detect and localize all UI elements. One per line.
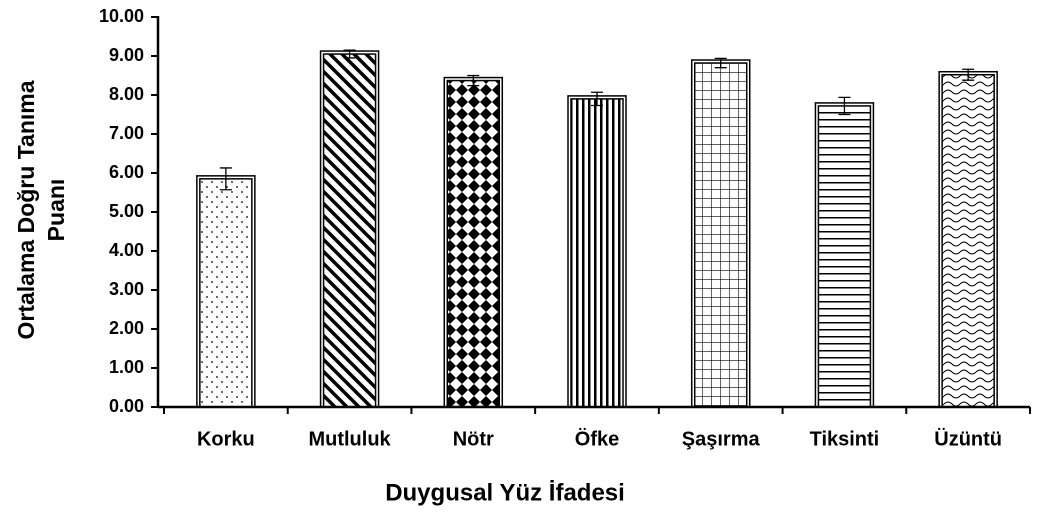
error-bar [219,167,232,191]
error-bar [467,74,480,87]
y-tick-label: 10.00 [99,6,144,26]
x-tick-label: Mutluluk [308,428,391,450]
y-tick-label: 5.00 [109,201,144,221]
bar [693,62,748,408]
y-axis-label: Puanı [43,179,69,242]
bar [817,105,872,408]
y-tick-label: 3.00 [109,279,144,299]
bar [199,178,253,408]
y-tick-label: 2.00 [109,318,144,338]
bar [941,73,995,408]
x-tick-label: Korku [197,428,255,450]
error-bar [343,49,356,59]
y-axis-label: Ortalama Doğru Tanıma [13,80,39,339]
x-tick-label: Tiksinti [810,428,880,450]
x-tick-label: Öfke [575,427,619,450]
error-bar [714,57,727,69]
bar [570,98,624,408]
x-tick-label: Üzüntü [934,427,1002,450]
y-tick-label: 1.00 [109,357,144,377]
error-bar [962,68,975,81]
x-axis-label: Duygusal Yüz İfadesi [385,479,625,506]
x-tick-label: Nötr [453,428,494,450]
error-bar [591,91,603,107]
y-tick-label: 7.00 [109,123,144,143]
error-bar [838,96,851,116]
y-tick-label: 9.00 [109,45,144,65]
bar [322,53,377,408]
y-tick-label: 4.00 [109,240,144,260]
x-tick-label: Şaşırma [682,428,761,450]
y-tick-label: 0.00 [109,396,144,416]
y-tick-label: 8.00 [109,84,144,104]
y-tick-label: 6.00 [109,162,144,182]
bar [446,79,501,408]
